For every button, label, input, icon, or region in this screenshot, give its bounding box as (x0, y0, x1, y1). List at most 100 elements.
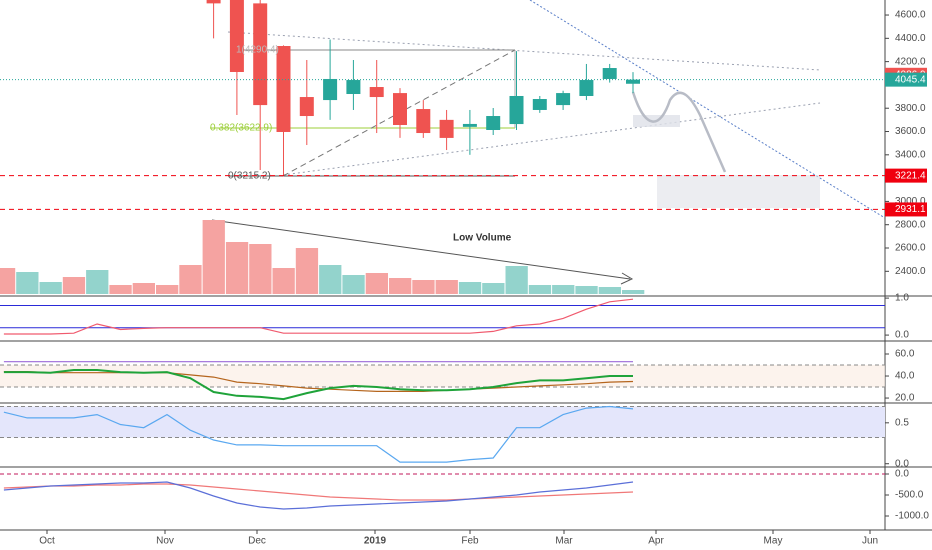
target-box (657, 175, 820, 208)
volume-bar (272, 268, 295, 294)
volume-bar (179, 265, 202, 294)
trend-line (227, 31, 821, 71)
y-tick-label: 3800.0 (895, 103, 926, 114)
y-tick-label: 60.0 (895, 349, 915, 360)
price-tag-label: 4045.4 (895, 74, 926, 85)
y-tick-label: 2400.0 (895, 266, 926, 277)
indicator-line (3, 405, 634, 463)
indicator-line (3, 369, 633, 401)
volume-bar (295, 248, 319, 294)
volume-bar (552, 285, 575, 294)
indicator-line (3, 483, 634, 501)
volume-bar (435, 280, 458, 294)
candle-body (416, 109, 431, 134)
candle-body (579, 80, 594, 96)
candle-body (439, 119, 454, 138)
indicator-line (3, 298, 634, 335)
price-tag (885, 202, 927, 217)
x-tick-label: Feb (461, 536, 479, 547)
candle-body (323, 78, 338, 101)
candle-body (602, 68, 617, 79)
y-tick-label: 2800.0 (895, 219, 926, 230)
price-tag (885, 168, 927, 183)
candle-body (393, 93, 407, 125)
volume-bar (202, 220, 225, 294)
x-tick-label: Nov (156, 536, 174, 547)
candle-body (299, 97, 314, 117)
volume-bar (86, 270, 109, 294)
candle-body (462, 123, 477, 127)
x-tick-label: Jun (862, 536, 878, 547)
y-tick-label: 40.0 (895, 371, 915, 382)
level-band (0, 365, 885, 388)
price-tag (885, 72, 927, 87)
y-tick-label: 0.0 (895, 330, 909, 341)
volume-bar (505, 266, 528, 294)
annotation: 0.382(3622.9) (210, 123, 272, 134)
volume-bar (575, 286, 598, 294)
indicator-line (3, 371, 634, 392)
volume-bar (482, 283, 505, 294)
annotation: 0(3215.2) (228, 171, 271, 182)
volume-bar (622, 290, 645, 294)
price-tag-label: 3221.4 (895, 170, 926, 181)
candle-body (253, 3, 268, 106)
projection-curve (631, 91, 727, 173)
y-tick-label: 3400.0 (895, 149, 926, 160)
y-tick-label: 0.0 (895, 458, 909, 469)
trend-line (529, 0, 886, 219)
volume-bar (132, 283, 155, 294)
annotation: 1(4290.4) (236, 45, 279, 56)
candle-body (626, 79, 640, 84)
x-tick-label: Oct (39, 536, 55, 547)
volume-bar (319, 265, 342, 294)
candle-body (346, 80, 361, 95)
candle-body (532, 99, 547, 110)
volume-bar (389, 278, 412, 294)
volume-bar (412, 280, 435, 294)
volume-bar (109, 285, 132, 294)
candle-body (229, 0, 244, 72)
trend-line (282, 102, 821, 176)
y-tick-label: 3000.0 (895, 196, 926, 207)
indicator-line (3, 481, 634, 510)
y-tick-label: 1.0 (895, 293, 909, 304)
volume-bar (39, 282, 62, 294)
x-tick-label: Apr (648, 536, 664, 547)
x-tick-label: Mar (555, 536, 573, 547)
y-tick-label: 0.0 (895, 469, 909, 480)
volume-bar (365, 273, 388, 294)
annotation: Low Volume (453, 233, 512, 244)
y-tick-label: 4400.0 (895, 33, 926, 44)
candle-body (276, 46, 291, 132)
candle-body (556, 93, 571, 106)
x-tick-label: Dec (248, 536, 266, 547)
y-tick-label: -1000.0 (895, 511, 929, 522)
price-tag-label: 2931.1 (895, 204, 926, 215)
volume-bar (598, 287, 621, 294)
volume-bar (249, 244, 272, 294)
y-tick-label: 20.0 (895, 393, 915, 404)
x-tick-label: 2019 (364, 536, 387, 547)
y-tick-label: -500.0 (895, 490, 924, 501)
candle-body (509, 95, 524, 125)
candle-body (206, 0, 221, 4)
y-tick-label: 4200.0 (895, 56, 926, 67)
y-tick-label: 3600.0 (895, 126, 926, 137)
y-tick-label: 4600.0 (895, 10, 926, 21)
x-tick-label: May (764, 536, 783, 547)
volume-bar (225, 242, 249, 294)
volume-bar (0, 268, 16, 294)
arrow-head (620, 272, 634, 285)
y-tick-label: 2600.0 (895, 243, 926, 254)
volume-bar (342, 275, 365, 294)
volume-bar (156, 285, 179, 294)
volume-bar (528, 285, 552, 294)
candle-body (486, 116, 501, 131)
y-tick-label: 0.5 (895, 417, 909, 428)
level-band (0, 406, 885, 438)
volume-bar (16, 272, 39, 294)
volume-arrow (211, 219, 631, 280)
